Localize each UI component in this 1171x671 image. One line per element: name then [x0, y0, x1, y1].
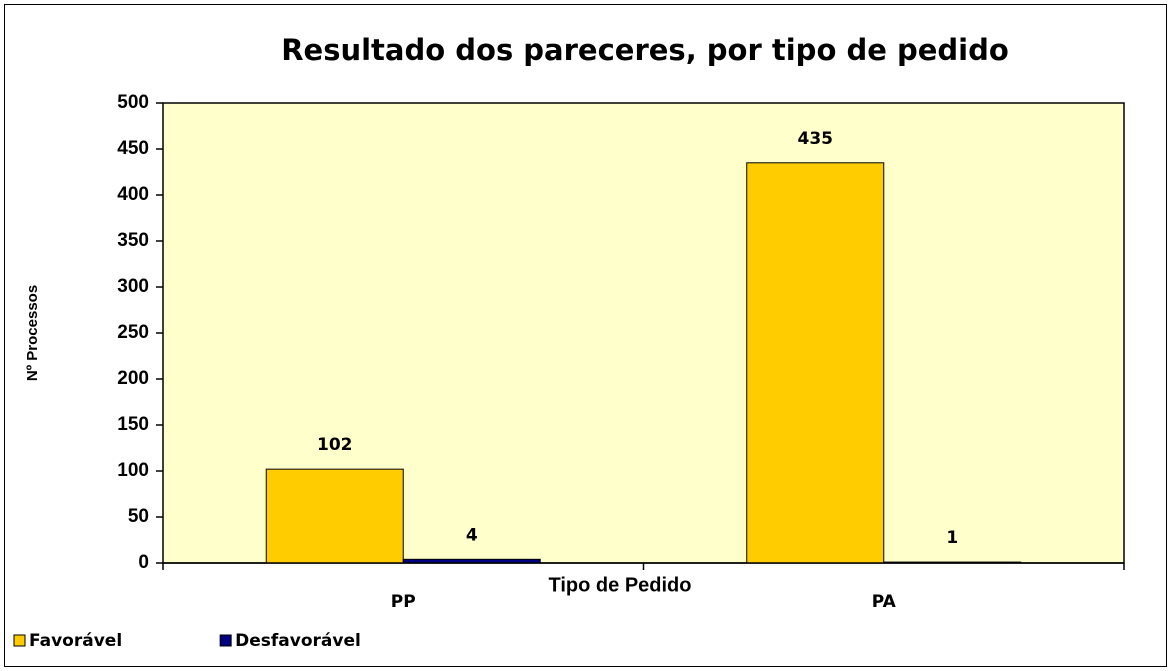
- y-tick-label: 400: [117, 184, 149, 205]
- x-tick-label: PP: [391, 592, 416, 612]
- data-label: 435: [798, 129, 834, 149]
- chart-title: Resultado dos pareceres, por tipo de ped…: [281, 33, 1009, 67]
- data-label: 1: [946, 528, 958, 548]
- bar: [265, 468, 404, 564]
- y-tick-label: 50: [128, 506, 149, 527]
- data-label: 4: [466, 525, 478, 545]
- y-tick-label: 100: [117, 460, 149, 481]
- y-tick-label: 0: [138, 552, 149, 573]
- y-tick-label: 450: [117, 138, 149, 159]
- y-tick-label: 350: [117, 230, 149, 251]
- bar: [746, 162, 885, 564]
- x-tick-label: PA: [872, 592, 897, 612]
- y-tick-label: 200: [117, 368, 149, 389]
- legend-swatch: [219, 634, 232, 647]
- y-axis-label: Nº Processos: [24, 285, 41, 381]
- y-tick-label: 150: [117, 414, 149, 435]
- data-label: 102: [317, 435, 353, 455]
- y-tick-label: 500: [117, 92, 149, 113]
- x-axis-label: Tipo de Pedido: [549, 574, 692, 596]
- y-tick-label: 250: [117, 322, 149, 343]
- legend-label: Favorável: [29, 631, 122, 651]
- y-tick-label: 300: [117, 276, 149, 297]
- legend-swatch: [13, 634, 26, 647]
- legend-label: Desfavorável: [235, 631, 361, 651]
